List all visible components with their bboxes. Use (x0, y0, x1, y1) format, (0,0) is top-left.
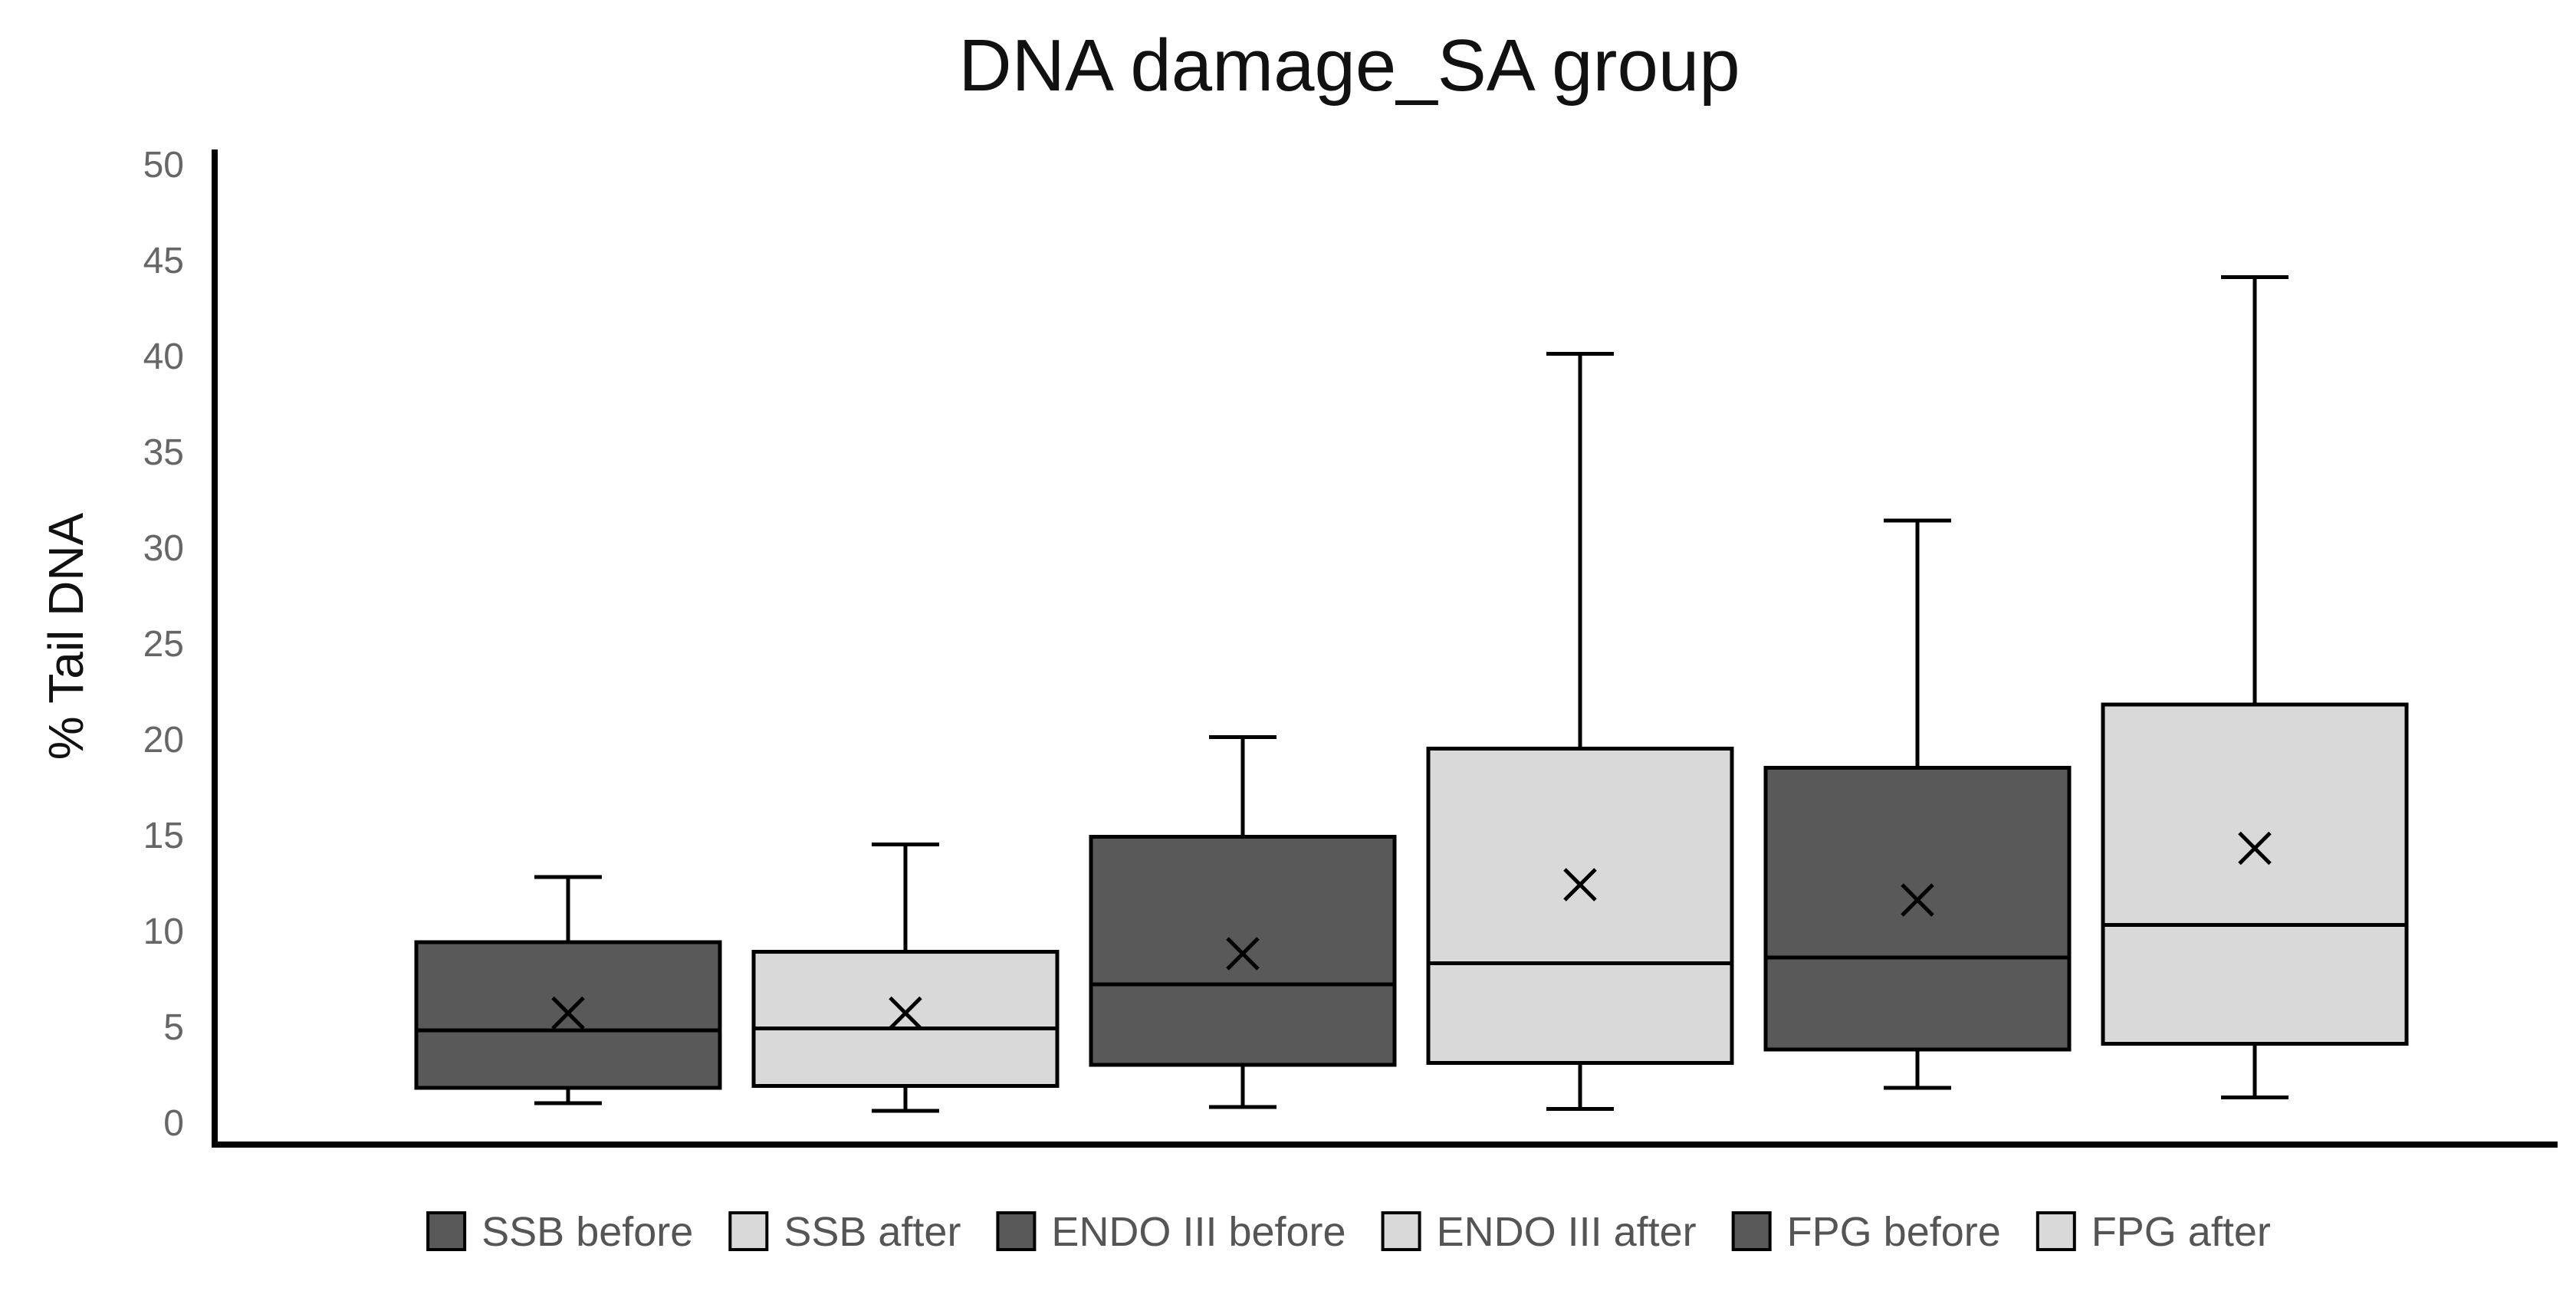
legend-label: ENDO III before (1051, 1209, 1346, 1255)
box-item (1089, 735, 1397, 1109)
y-tick-label: 45 (143, 241, 184, 281)
legend-label: ENDO III after (1437, 1209, 1697, 1255)
box-item (414, 875, 722, 1105)
y-axis-label: % Tail DNA (38, 512, 94, 760)
mean-marker (2238, 831, 2272, 866)
legend: SSB before SSB after ENDO III before ENDO I… (426, 1209, 2271, 1255)
box-item (2101, 275, 2409, 1099)
legend-swatch (1381, 1211, 1421, 1251)
box-item (1763, 518, 2072, 1090)
y-tick-label: 0 (163, 1103, 184, 1144)
mean-marker (1226, 937, 1260, 971)
y-tick-label: 40 (143, 337, 184, 377)
y-tick-label: 50 (143, 145, 184, 186)
legend-swatch (728, 1211, 769, 1251)
y-axis-ticks: 0 5 10 15 20 25 30 35 40 45 50 (143, 145, 184, 1144)
y-tick-label: 30 (143, 528, 184, 569)
y-tick-label: 5 (163, 1007, 184, 1048)
box-item (1426, 352, 1734, 1111)
legend-label: FPG before (1787, 1209, 2001, 1255)
mean-marker (889, 996, 922, 1030)
y-tick-label: 10 (143, 912, 184, 952)
legend-label: SSB after (784, 1209, 961, 1255)
box-rect (751, 950, 1060, 1088)
legend-label: SSB before (481, 1209, 693, 1255)
box-group (414, 275, 2409, 1113)
box-rect (2101, 702, 2409, 1046)
box-item (751, 843, 1060, 1113)
legend-swatch (426, 1211, 467, 1251)
mean-marker (551, 996, 585, 1030)
box-rect (1763, 766, 2072, 1052)
legend-swatch (2036, 1211, 2076, 1251)
y-tick-label: 20 (143, 720, 184, 760)
legend-swatch (1731, 1211, 1772, 1251)
y-tick-label: 35 (143, 432, 184, 473)
y-tick-label: 15 (143, 816, 184, 856)
legend-swatch (996, 1211, 1037, 1251)
chart-title: DNA damage_SA group (958, 25, 1740, 107)
mean-marker (1563, 868, 1597, 902)
legend-label: FPG after (2091, 1209, 2271, 1255)
y-tick-label: 25 (143, 624, 184, 665)
box-rect (1426, 747, 1734, 1065)
box-rect (1089, 835, 1397, 1067)
mean-marker (1901, 883, 1934, 917)
